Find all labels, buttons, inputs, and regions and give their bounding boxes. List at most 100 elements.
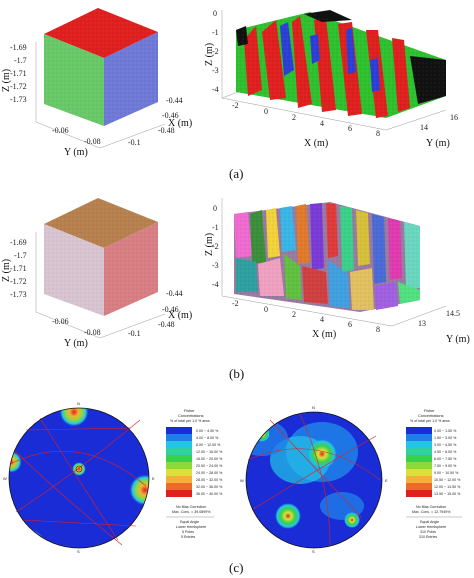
svg-text:0: 0 xyxy=(264,305,268,314)
svg-text:-0.1: -0.1 xyxy=(128,329,141,338)
cube-b-z-ticks: -1.69 -1.7 -1.71 -1.72 -1.73 xyxy=(10,238,27,299)
svg-text:16.00 ~ 20.00 %: 16.00 ~ 20.00 % xyxy=(196,457,223,461)
scene-a-y-ticks: 14 16 xyxy=(420,113,458,132)
svg-text:2: 2 xyxy=(292,113,296,122)
legend-swatch xyxy=(406,455,432,462)
svg-text:Lower Hemisphere: Lower Hemisphere xyxy=(176,525,206,529)
legend-swatch xyxy=(166,434,192,441)
legend-swatch xyxy=(406,490,432,497)
svg-text:-1.7: -1.7 xyxy=(14,251,27,260)
svg-text:6.00 ~ 7.50 %: 6.00 ~ 7.50 % xyxy=(434,457,457,461)
stereonet-a-north: N xyxy=(77,401,80,406)
svg-text:Concentrations: Concentrations xyxy=(418,414,444,418)
svg-text:-0.44: -0.44 xyxy=(166,289,183,298)
svg-text:Max. Conc. = 39.0899%: Max. Conc. = 39.0899% xyxy=(172,510,211,514)
svg-text:-1: -1 xyxy=(212,28,219,37)
svg-text:Lower Hemisphere: Lower Hemisphere xyxy=(416,525,446,529)
legend-b-swatches xyxy=(406,427,432,497)
legend-swatch xyxy=(166,448,192,455)
legend-swatch xyxy=(406,476,432,483)
scene-b-z-label: Z (m) xyxy=(204,233,215,256)
svg-text:% of total per 1.0 % area: % of total per 1.0 % area xyxy=(410,419,450,423)
svg-text:5 Entries: 5 Entries xyxy=(181,535,195,539)
svg-text:-0.44: -0.44 xyxy=(166,96,183,105)
scene-a-y-label: Y (m) xyxy=(426,138,450,149)
svg-text:-0.48: -0.48 xyxy=(158,320,175,329)
cube-b-x-ticks: -0.44 -0.46 -0.48 xyxy=(158,289,183,329)
legend-a-entries: 0.00 ~ 4.00 % 4.00 ~ 8.00 % 8.00 ~ 12.00… xyxy=(196,429,223,496)
svg-text:Equal Angle: Equal Angle xyxy=(420,520,439,524)
svg-text:7.50 ~ 9.00 %: 7.50 ~ 9.00 % xyxy=(434,464,457,468)
legend-swatch xyxy=(166,427,192,434)
legend-b-entries: 0.00 ~ 1.50 % 1.50 ~ 3.00 % 3.00 ~ 4.50 … xyxy=(434,429,461,496)
svg-text:310 Poles: 310 Poles xyxy=(420,530,436,534)
svg-text:-0.08: -0.08 xyxy=(84,137,101,146)
svg-text:6: 6 xyxy=(348,124,352,133)
svg-text:-2: -2 xyxy=(232,299,239,308)
svg-text:36.00 ~ 40.00 %: 36.00 ~ 40.00 % xyxy=(196,492,223,496)
cube-b-z-label: Z (m) xyxy=(1,259,12,282)
svg-text:8: 8 xyxy=(376,325,380,334)
cube-b xyxy=(44,198,158,316)
svg-text:0: 0 xyxy=(264,107,268,116)
cube-a-x-ticks: -0.44 -0.46 -0.48 xyxy=(158,96,183,135)
svg-text:13.50 ~ 15.00 %: 13.50 ~ 15.00 % xyxy=(434,492,461,496)
scene-a-x-ticks: -2 0 2 4 6 8 xyxy=(232,101,380,138)
svg-text:4: 4 xyxy=(320,315,324,324)
scene-a-axes xyxy=(221,10,447,131)
svg-text:2: 2 xyxy=(292,310,296,319)
svg-text:0.00 ~ 1.50 %: 0.00 ~ 1.50 % xyxy=(434,429,457,433)
svg-text:0: 0 xyxy=(213,204,217,213)
svg-text:14.5: 14.5 xyxy=(446,309,460,318)
stereonet-b-east: E xyxy=(385,478,388,483)
cube-b-y-label: Y (m) xyxy=(64,338,88,349)
scene-b-y-label: Y (m) xyxy=(446,334,470,345)
legend-swatch xyxy=(406,462,432,469)
stereonet-b xyxy=(245,411,383,549)
stereonet-b-south: S xyxy=(312,549,315,554)
scene-b-y-ticks: 13 14.5 xyxy=(418,309,460,328)
svg-text:-1: -1 xyxy=(212,223,219,232)
legend-swatch xyxy=(166,476,192,483)
svg-text:-1.7: -1.7 xyxy=(14,56,27,65)
svg-text:9.00 ~ 10.50 %: 9.00 ~ 10.50 % xyxy=(434,471,459,475)
svg-text:1.50 ~ 3.00 %: 1.50 ~ 3.00 % xyxy=(434,436,457,440)
svg-text:-1.71: -1.71 xyxy=(10,264,27,273)
legend-b: Fisher Concentrations % of total per 1.0… xyxy=(406,409,462,539)
svg-text:-4: -4 xyxy=(212,280,219,289)
panel-b: Z (m) -1.69 -1.7 -1.71 -1.72 -1.73 -0.44… xyxy=(1,198,470,381)
scene-a-x-label: X (m) xyxy=(304,138,328,149)
svg-text:6: 6 xyxy=(348,320,352,329)
svg-text:Max. Conc. = 12.7949%: Max. Conc. = 12.7949% xyxy=(412,510,451,514)
svg-text:310 Entries: 310 Entries xyxy=(419,535,437,539)
panel-a: Z (m) -1.69 -1.7 -1.71 -1.72 -1.73 -0.44… xyxy=(1,8,458,181)
svg-text:-1.71: -1.71 xyxy=(10,69,27,78)
cube-a-z-label: Z (m) xyxy=(1,69,12,92)
panel-c: N W E S Fisher Concentrations % of total… xyxy=(3,401,462,575)
svg-text:-0.06: -0.06 xyxy=(52,317,69,326)
legend-swatch xyxy=(406,427,432,434)
svg-text:-0.46: -0.46 xyxy=(162,111,179,120)
legend-swatch xyxy=(166,469,192,476)
caption-c: (c) xyxy=(229,560,243,575)
svg-text:32.00 ~ 36.00 %: 32.00 ~ 36.00 % xyxy=(196,485,223,489)
svg-text:% of total per 1.0 % area: % of total per 1.0 % area xyxy=(170,419,210,423)
svg-text:20.00 ~ 24.00 %: 20.00 ~ 24.00 % xyxy=(196,464,223,468)
svg-text:3.00 ~ 4.50 %: 3.00 ~ 4.50 % xyxy=(434,443,457,447)
svg-text:5 Poles: 5 Poles xyxy=(182,530,194,534)
cube-a-z-ticks: -1.69 -1.7 -1.71 -1.72 -1.73 xyxy=(10,43,27,104)
svg-text:-2: -2 xyxy=(212,47,219,56)
svg-text:Concentrations: Concentrations xyxy=(178,414,204,418)
svg-text:Equal Angle: Equal Angle xyxy=(180,520,199,524)
svg-text:4.50 ~ 6.00 %: 4.50 ~ 6.00 % xyxy=(434,450,457,454)
stereonet-b-west: W xyxy=(240,478,244,483)
stereonet-b-north: N xyxy=(312,405,315,410)
svg-text:8: 8 xyxy=(376,129,380,138)
legend-swatch xyxy=(406,441,432,448)
svg-text:10.50 ~ 12.00 %: 10.50 ~ 12.00 % xyxy=(434,478,461,482)
svg-text:-3: -3 xyxy=(212,66,219,75)
svg-text:-0.46: -0.46 xyxy=(162,305,179,314)
svg-text:-1.69: -1.69 xyxy=(10,43,27,52)
svg-text:-0.06: -0.06 xyxy=(52,126,69,135)
svg-text:0: 0 xyxy=(213,9,217,18)
